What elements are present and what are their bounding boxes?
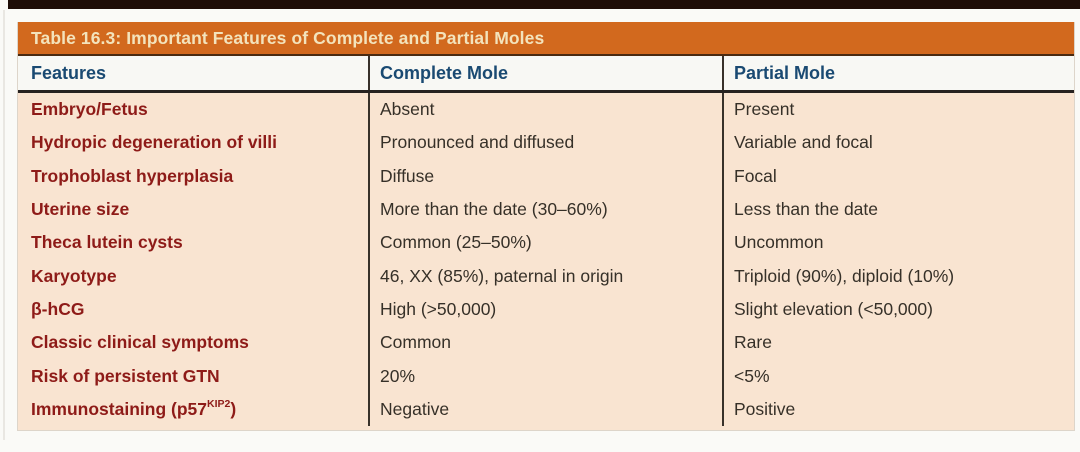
table-row-trophoblast-hyperplasia: Trophoblast hyperplasia Diffuse Focal <box>18 159 1074 193</box>
partial-mole-value: Uncommon <box>722 226 1074 260</box>
table-row-karyotype: Karyotype 46, XX (85%), paternal in orig… <box>18 259 1074 293</box>
partial-mole-value: Rare <box>722 326 1074 360</box>
table-row-theca-lutein-cysts: Theca lutein cysts Common (25–50%) Uncom… <box>18 226 1074 260</box>
features-table: Table 16.3: Important Features of Comple… <box>17 22 1075 431</box>
complete-mole-value: Diffuse <box>368 159 722 193</box>
page-top-strip <box>8 0 1080 9</box>
complete-mole-value: 20% <box>368 359 722 393</box>
feature-label: Theca lutein cysts <box>31 232 183 253</box>
feature-label: Karyotype <box>31 265 117 286</box>
complete-mole-value: Common (25–50%) <box>368 226 722 260</box>
complete-mole-value: 46, XX (85%), paternal in origin <box>368 259 722 293</box>
table-title: Table 16.3: Important Features of Comple… <box>31 27 545 48</box>
table-row-beta-hcg: β-hCG High (>50,000) Slight elevation (<… <box>18 292 1074 327</box>
complete-mole-value: Absent <box>368 93 722 127</box>
partial-mole-value: <5% <box>722 359 1074 393</box>
partial-mole-value: Present <box>722 93 1074 127</box>
complete-mole-value: Negative <box>368 392 722 426</box>
feature-label: Embryo/Fetus <box>31 99 148 120</box>
table-title-bar: Table 16.3: Important Features of Comple… <box>18 22 1074 56</box>
complete-mole-value: Pronounced and diffused <box>368 126 722 160</box>
feature-label-end: ) <box>230 398 237 419</box>
partial-mole-value: Positive <box>722 392 1074 426</box>
table-body: Embryo/Fetus Absent Present Hydropic deg… <box>18 93 1074 426</box>
table-row-immunostaining-p57: Immunostaining (p57 KIP2) Negative Positi… <box>18 392 1074 426</box>
table-header-row: Features Complete Mole Partial Mole <box>18 56 1074 93</box>
table-row-hydropic-degeneration: Hydropic degeneration of villi Pronounce… <box>18 126 1074 160</box>
table-row-risk-of-persistent-gtn: Risk of persistent GTN 20% <5% <box>18 359 1074 393</box>
complete-mole-value: Common <box>368 326 722 360</box>
partial-mole-value: Variable and focal <box>722 126 1074 160</box>
column-header-complete-mole: Complete Mole <box>368 56 722 90</box>
table-row-classic-clinical-symptoms: Classic clinical symptoms Common Rare <box>18 326 1074 360</box>
feature-label: Trophoblast hyperplasia <box>31 165 234 186</box>
feature-label: Risk of persistent GTN <box>31 365 220 386</box>
complete-mole-value: More than the date (30–60%) <box>368 192 722 227</box>
partial-mole-value: Slight elevation (<50,000) <box>722 292 1074 327</box>
feature-label: Classic clinical symptoms <box>31 332 249 353</box>
feature-label-main: Immunostaining (p57 <box>31 398 207 419</box>
column-header-partial-mole: Partial Mole <box>722 56 1074 90</box>
feature-label: β-hCG <box>31 298 85 319</box>
table-row-embryo-fetus: Embryo/Fetus Absent Present <box>18 93 1074 127</box>
complete-mole-value: High (>50,000) <box>368 292 722 327</box>
feature-label: Hydropic degeneration of villi <box>31 132 278 153</box>
feature-label-superscript: KIP2 <box>206 398 231 411</box>
feature-label: Immunostaining (p57 KIP2) <box>18 393 368 426</box>
partial-mole-value: Less than the date <box>722 192 1074 227</box>
feature-label: Uterine size <box>31 199 130 220</box>
table-row-uterine-size: Uterine size More than the date (30–60%)… <box>18 192 1074 227</box>
column-header-features: Features <box>31 62 107 83</box>
partial-mole-value: Focal <box>722 159 1074 193</box>
page-edge-line <box>3 10 5 440</box>
partial-mole-value: Triploid (90%), diploid (10%) <box>722 259 1074 293</box>
